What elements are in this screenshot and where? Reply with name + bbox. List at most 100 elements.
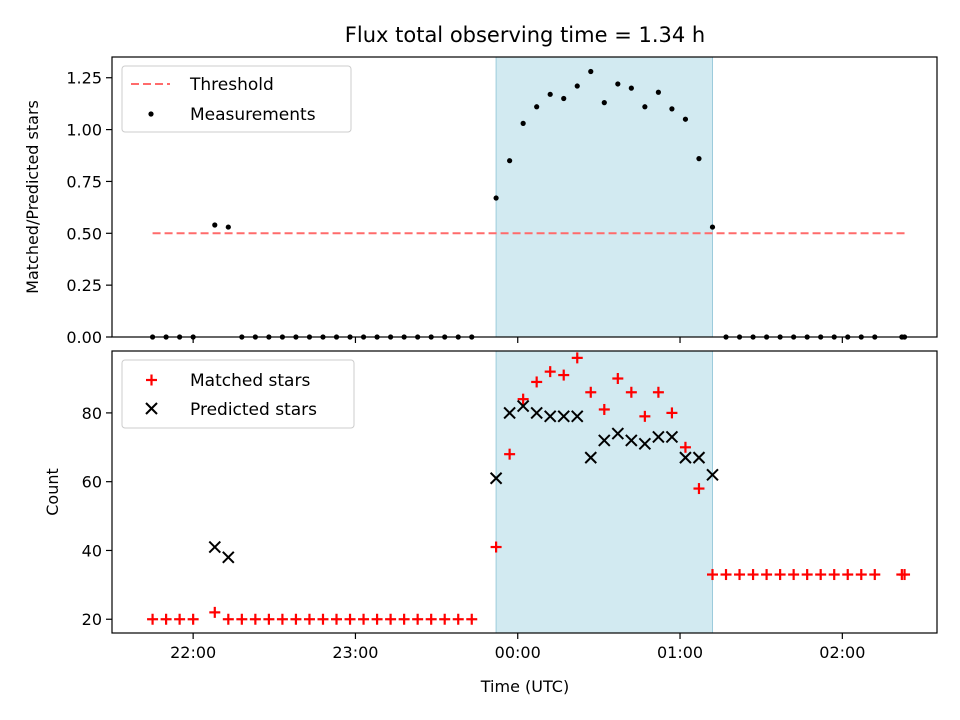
matched-stars-point [720,569,732,581]
predicted-stars-point [611,427,625,440]
matched-stars-point [774,569,786,581]
measurements-point [642,104,648,110]
matched-stars-point [466,613,478,625]
matched-stars-point [439,613,451,625]
matched-stars-point [371,613,383,625]
matched-stars-point [585,386,597,398]
measurements-legend-label: Measurements [190,105,316,125]
matched-stars-point [761,569,773,581]
y-tick-label: 1.00 [66,121,102,140]
measurements-point [212,222,218,228]
y-tick-label: 80 [82,404,102,423]
ratio-legend-box [121,65,352,133]
chart-title: Flux total observing time = 1.34 h [345,23,705,47]
matched-stars-point [263,613,275,625]
y-tick-label: 20 [82,610,102,629]
matched-stars-point [425,613,437,625]
count-legend-box [121,359,355,429]
measurements-point [669,106,675,112]
predicted-stars-point [208,540,221,554]
matched-stars-point [531,376,543,388]
predicted-stars-point [516,399,530,413]
matched-stars-point [558,369,570,381]
observing-window-shade [495,350,713,634]
matched-stars-point [517,393,529,405]
matched-stars-point [734,569,746,581]
predicted-stars-legend-label: Predicted stars [190,400,317,420]
ratio-y-ticks: 0.00 0.25 0.50 0.75 1.00 1.25 [66,69,112,347]
threshold-legend-label: Threshold [189,75,274,95]
matched-stars-point [303,613,315,625]
measurements-point [547,91,553,97]
predicted-stars-point [625,434,638,447]
matched-stars-point [174,613,186,625]
y-tick-label: 1.25 [66,69,102,88]
matched-stars-point [160,613,172,625]
x-tick-label: 02:00 [819,643,865,662]
measurements-point [615,81,621,87]
y-tick-label: 40 [82,541,102,560]
measurements-point [696,156,702,162]
count-y-ticks: 20 40 60 80 [82,404,112,629]
y-tick-label: 0.50 [66,224,102,243]
matched-stars-point [544,366,556,378]
predicted-stars-point [530,406,543,420]
y-tick-label: 0.25 [66,276,102,295]
matched-stars-point [571,352,583,364]
count-x-ticks: 22:00 23:00 00:00 01:00 02:00 [170,633,865,662]
matched-stars-point [869,569,881,581]
measurements-point [588,68,594,75]
matched-stars-point [276,613,288,625]
predicted-stars-point [489,472,503,485]
matched-stars-point [899,569,911,581]
measurements-point [534,104,540,110]
matched-stars-point [249,613,261,625]
predicted-stars-legend-swatch [145,402,158,415]
measurements-point [507,158,513,164]
ratio-y-axis-label: Matched/Predicted stars [23,100,42,294]
predicted-stars-point [598,434,611,447]
count-axes-frame [111,350,938,634]
measurements-point [682,116,689,122]
matched-stars-point [187,613,199,625]
matched-stars-point [344,613,356,625]
ratio-axes-frame [111,56,938,338]
matched-stars-point [385,613,397,625]
matched-stars-point [398,613,410,625]
measurements-point [628,85,634,91]
matched-stars-point [612,373,624,385]
y-tick-label: 0.75 [66,172,102,191]
ratio-legend: Threshold Measurements [121,65,352,133]
count-panel: 20 40 60 80 22:00 23:00 00:00 01:00 02:00 Count… [43,350,938,696]
count-marks [147,352,911,625]
ratio-panel: 0.00 0.25 0.50 0.75 1.00 1.25 Matched/Predict… [23,56,938,347]
matched-stars-point [147,613,159,625]
matched-stars-point [625,386,637,398]
matched-stars-point [504,448,516,460]
measurements-point [561,95,567,102]
x-tick-label: 23:00 [332,643,378,662]
predicted-stars-point [665,430,679,444]
matched-stars-legend-swatch [146,374,157,386]
matched-stars-point [317,613,329,625]
matched-stars-point [815,569,827,581]
matched-stars-point [652,386,664,398]
matched-stars-point [209,606,221,618]
matched-stars-point [801,569,813,581]
predicted-stars-point [638,437,652,451]
predicted-stars-point [652,430,665,444]
predicted-stars-point [706,468,719,482]
matched-stars-point [639,410,651,422]
measurements-point [225,224,231,230]
matched-stars-point [358,613,370,625]
matched-stars-point [331,613,343,625]
matched-stars-point [679,441,691,453]
predicted-stars-point [503,406,516,420]
x-axis-label: Time (UTC) [480,677,569,696]
matched-stars-point [598,403,610,415]
x-tick-label: 00:00 [495,643,541,662]
y-tick-label: 0.00 [66,328,102,347]
matched-stars-point [236,613,248,625]
predicted-stars-point [222,551,235,564]
matched-stars-point [290,613,302,625]
